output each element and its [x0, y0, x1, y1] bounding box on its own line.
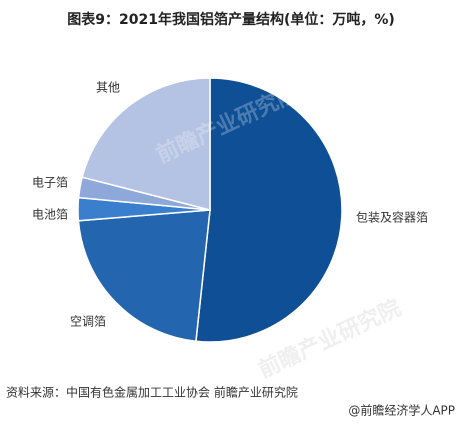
pie-slice — [77, 209, 211, 343]
slice-label: 电子箔 — [32, 175, 68, 190]
pie — [77, 77, 343, 343]
source-note: 资料来源：中国有色金属加工工业协会 前瞻产业研究院 — [6, 385, 298, 400]
pie-slice — [195, 77, 343, 343]
slice-label: 电池箔 — [32, 207, 68, 222]
footer: @前瞻经济学人APP — [348, 403, 455, 418]
slice-label: 空调箔 — [70, 314, 106, 329]
pie-slice — [81, 77, 211, 211]
slice-label: 包装及容器箔 — [356, 210, 428, 225]
slice-label: 其他 — [96, 81, 120, 95]
chart-title: 图表9：2021年我国铝箔产量结构(单位：万吨，%) — [67, 11, 395, 28]
